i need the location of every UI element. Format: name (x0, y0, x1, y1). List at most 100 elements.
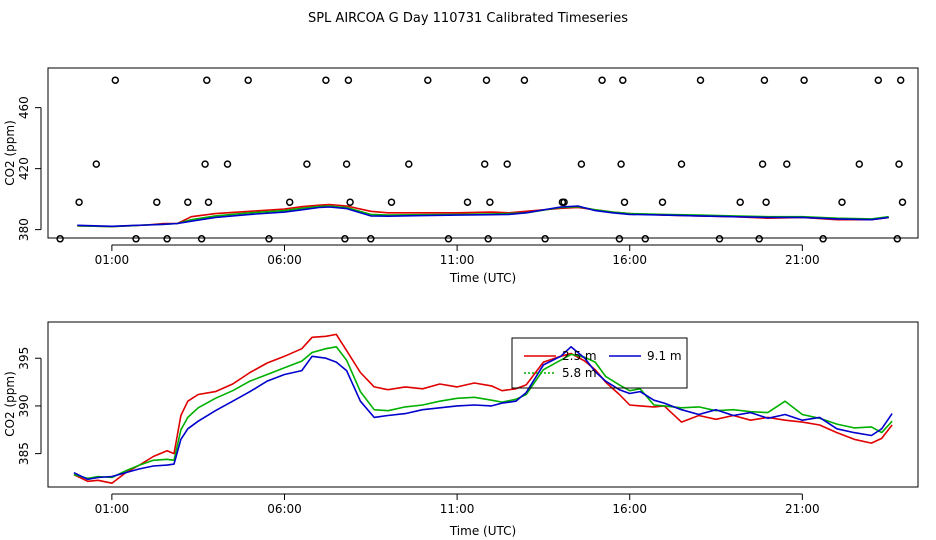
calibration-point (736, 198, 744, 206)
legend-box (511, 337, 688, 389)
calibration-point (819, 235, 827, 243)
bottom-chart: 01:00 06:00 11:00 16:00 21:00 385 390 395 2.5 … (3, 321, 919, 538)
top-x-tick-label: 06:00 (267, 253, 302, 267)
calibration-point (762, 198, 770, 206)
bottom-y-tick-label: 385 (17, 442, 31, 465)
legend-label-5-8m: 5.8 m (562, 366, 597, 380)
calibration-point (486, 198, 494, 206)
calibration-point (341, 235, 349, 243)
calibration-point (758, 160, 767, 168)
top-x-tick-label: 01:00 (95, 253, 130, 267)
top-x-tick-label: 16:00 (612, 253, 647, 267)
bottom-plot-frame (47, 321, 919, 488)
top-y-tick-label: 380 (17, 218, 31, 241)
calibration-point (696, 76, 705, 84)
bottom-x-axis: 01:00 06:00 11:00 16:00 21:00 (95, 493, 820, 516)
top-x-tick-label: 21:00 (785, 253, 820, 267)
calibration-point (896, 76, 905, 84)
calibration-point (285, 198, 294, 206)
bottom-series-line-9-1-m (73, 345, 893, 481)
bottom-y-tick-label: 395 (17, 347, 31, 370)
calibration-point (203, 76, 211, 84)
calibration-point (482, 76, 491, 84)
calibration-point (56, 235, 64, 243)
bottom-x-tick-label: 11:00 (440, 502, 475, 516)
legend: 2.5 m 5.8 m 9.1 m (511, 337, 688, 389)
calibration-point (783, 160, 791, 168)
calibration-point (619, 76, 627, 84)
calibration-point (197, 235, 206, 243)
calibration-point (204, 198, 213, 206)
calibration-point (503, 160, 511, 168)
calibration-point (342, 160, 351, 168)
calibration-point (641, 235, 650, 243)
calibration-point (480, 160, 489, 168)
calibration-point (677, 160, 686, 168)
calibration-point (541, 235, 549, 243)
calibration-point (874, 76, 883, 84)
calibration-point (244, 76, 252, 84)
top-y-tick-label: 460 (17, 96, 31, 119)
bottom-y-axis: 385 390 395 (17, 347, 42, 465)
calibration-point (387, 198, 396, 206)
top-calibration-points (56, 76, 907, 243)
bottom-y-tick-label: 390 (17, 394, 31, 417)
bottom-x-tick-label: 06:00 (267, 502, 302, 516)
bottom-series-line-2-5-m (73, 333, 893, 485)
calibration-point (484, 235, 492, 243)
top-x-tick-label: 11:00 (440, 253, 475, 267)
bottom-x-tick-label: 16:00 (612, 502, 647, 516)
calibration-point (303, 160, 311, 168)
top-x-axis-label: Time (UTC) (449, 271, 516, 285)
calibration-point (760, 76, 769, 84)
figure-title: SPL AIRCOA G Day 110731 Calibrated Times… (308, 11, 628, 26)
calibration-point (223, 160, 232, 168)
calibration-point (346, 198, 354, 206)
bottom-y-axis-label: CO2 (ppm) (3, 371, 17, 437)
top-y-axis: 380 420 460 (17, 96, 42, 241)
bottom-series (73, 333, 893, 485)
calibration-point (855, 160, 864, 168)
calibration-point (424, 76, 432, 84)
calibration-point (620, 198, 629, 206)
calibration-point (132, 235, 140, 243)
calibration-point (322, 76, 330, 84)
calibration-point (715, 235, 724, 243)
top-x-axis: 01:00 06:00 11:00 16:00 21:00 (95, 244, 820, 267)
calibration-point (92, 160, 101, 168)
legend-label-2-5m: 2.5 m (562, 349, 597, 363)
calibration-point (444, 235, 453, 243)
bottom-x-tick-label: 21:00 (785, 502, 820, 516)
calibration-point (520, 76, 529, 84)
calibration-point (800, 76, 808, 84)
calibration-point (163, 235, 171, 243)
calibration-point (344, 76, 353, 84)
top-plot-frame (47, 67, 919, 239)
top-y-axis-label: CO2 (ppm) (3, 120, 17, 186)
calibration-point (895, 160, 903, 168)
calibration-point (463, 198, 472, 206)
calibration-point (367, 235, 375, 243)
calibration-point (265, 235, 273, 243)
calibration-point (560, 198, 568, 206)
calibration-point (617, 160, 625, 168)
calibration-point (755, 235, 763, 243)
legend-label-9-1m: 9.1 m (647, 349, 682, 363)
calibration-point (893, 235, 902, 243)
calibration-point (658, 198, 667, 206)
calibration-point (598, 76, 606, 84)
calibration-point (201, 160, 209, 168)
bottom-x-tick-label: 01:00 (95, 502, 130, 516)
calibration-point (111, 76, 120, 84)
calibration-point (838, 198, 846, 206)
bottom-x-axis-label: Time (UTC) (449, 524, 516, 538)
calibration-point (898, 198, 907, 206)
top-series-line-9-1-m (77, 205, 889, 228)
calibration-point (153, 198, 161, 206)
calibration-point (184, 198, 192, 206)
calibration-point (405, 160, 413, 168)
bottom-series-line-5-8-m (73, 345, 893, 480)
calibration-point (75, 198, 83, 206)
calibration-point (615, 235, 624, 243)
